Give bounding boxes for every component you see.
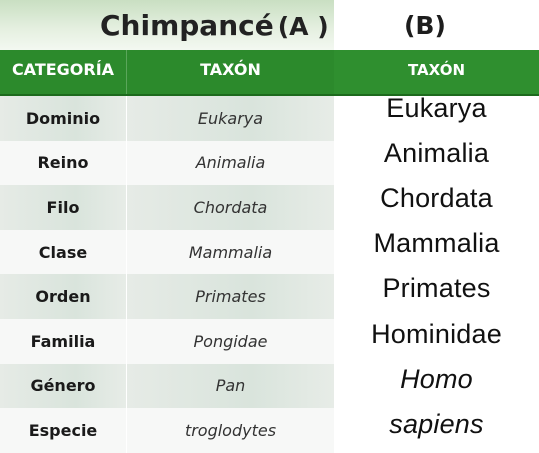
column-header-categoria: CATEGORÍA — [0, 50, 127, 94]
categoria-cell: Familia — [0, 318, 127, 364]
categoria-cell: Reino — [0, 140, 127, 186]
taxon-b-item: Primates — [382, 273, 491, 304]
taxon-cell: Pongidae — [127, 318, 334, 364]
categoria-cell: Filo — [0, 185, 127, 230]
categoria-cell: Dominio — [0, 96, 127, 141]
table-a-header: CATEGORÍA TAXÓN — [0, 50, 334, 96]
table-row: Género Pan — [0, 363, 334, 409]
title-text: Chimpancé — [100, 9, 274, 42]
column-header-taxon-b: TAXÓN — [407, 61, 465, 79]
table-row: Reino Animalia — [0, 140, 334, 186]
taxon-b-item: Animalia — [383, 138, 490, 169]
taxon-b-item: Chordata — [380, 183, 493, 214]
table-row: Familia Pongidae — [0, 318, 334, 364]
table-row: Orden Primates — [0, 274, 334, 319]
table-row: Especie troglodytes — [0, 408, 334, 453]
taxon-b-item: Homo — [400, 363, 473, 394]
page-title: Chimpancé (A ) — [100, 6, 329, 46]
categoria-cell: Género — [0, 363, 127, 409]
table-b-header: TAXÓN — [334, 50, 539, 96]
taxon-cell: Mammalia — [127, 229, 334, 275]
taxon-cell: Eukarya — [127, 96, 334, 141]
taxon-b-item: sapiens — [389, 408, 484, 439]
categoria-cell: Clase — [0, 229, 127, 275]
panel-b-label: (B) — [404, 11, 446, 40]
taxon-cell: Animalia — [127, 140, 334, 186]
taxon-b-item: Eukarya — [386, 93, 487, 124]
taxon-cell: Primates — [127, 274, 334, 319]
taxon-b-item: Hominidae — [371, 318, 502, 349]
table-row: Clase Mammalia — [0, 229, 334, 275]
categoria-cell: Especie — [0, 408, 127, 453]
table-row: Dominio Eukarya — [0, 96, 334, 141]
categoria-cell: Orden — [0, 274, 127, 319]
table-b-body: Eukarya Animalia Chordata Mammalia Prima… — [334, 86, 539, 447]
table-a-body: Dominio Eukarya Reino Animalia Filo Chor… — [0, 96, 334, 453]
title-band — [0, 0, 334, 50]
taxon-b-item: Mammalia — [373, 228, 500, 259]
taxon-cell: Pan — [127, 363, 334, 409]
taxon-cell: troglodytes — [127, 408, 334, 453]
column-header-taxon: TAXÓN — [200, 60, 261, 79]
taxon-cell: Chordata — [127, 185, 334, 230]
table-row: Filo Chordata — [0, 185, 334, 230]
panel-a-label: (A ) — [277, 12, 329, 41]
